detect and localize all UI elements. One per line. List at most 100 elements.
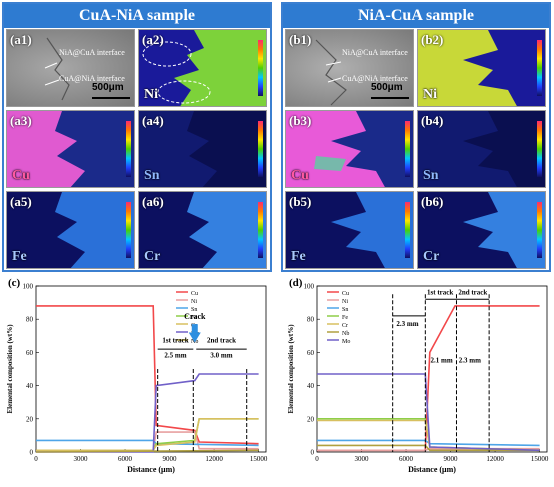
track2-length: 3.0 mm — [210, 351, 232, 359]
y-tick-label: 60 — [26, 349, 34, 357]
tile-a2-ni-map: (a2) Ni — [138, 29, 267, 107]
annot-nia-cua: NiA@CuA interface — [59, 48, 125, 57]
x-tick-label: 6000 — [118, 455, 133, 463]
legend-item: Sn — [191, 307, 197, 313]
colorbar-cr — [258, 202, 263, 258]
track1-length: 2.1 mm — [431, 356, 453, 364]
track2-label: 2nd track — [207, 336, 236, 344]
crack-arrow-icon — [188, 324, 201, 343]
tile-a2-element: Ni — [144, 87, 158, 102]
series-line-sn — [36, 439, 259, 447]
panel-label: (d) — [289, 277, 303, 289]
series-line-nb — [35, 449, 259, 453]
y-tick-label: 0 — [30, 449, 34, 457]
colorbar-ni — [537, 40, 542, 96]
tile-a4-sn-map: (a4) Sn — [138, 110, 267, 188]
series-line-cu — [36, 305, 259, 445]
annot-cua-nia: CuA@NiA interface — [59, 74, 125, 83]
tile-b5-fe-map: (b5) Fe — [285, 191, 414, 269]
x-tick-label: 0 — [34, 455, 38, 463]
tile-b6-cr-map: (b6) Cr — [417, 191, 546, 269]
sem-interface-lines — [44, 37, 130, 101]
x-tick-label: 12000 — [205, 455, 223, 463]
scale-bar-label: 500μm — [371, 82, 403, 93]
tile-a2-label: (a2) — [142, 32, 164, 47]
x-axis-label: Distance (μm) — [408, 465, 456, 474]
chart-d: (d) 0 3000 6000 9000 12000 15000 0 20 40 60 80 100 Di… — [287, 277, 549, 474]
x-tick-label: 9000 — [163, 455, 178, 463]
y-tick-label: 0 — [311, 449, 315, 457]
crack-label: Crack — [184, 312, 206, 321]
cua-nia-title: CuA-NiA sample — [4, 4, 270, 28]
tile-a6-element: Cr — [144, 249, 161, 264]
tile-a6-label: (a6) — [142, 194, 164, 209]
series-line-sn — [317, 439, 540, 447]
tile-a5-element: Fe — [12, 249, 27, 264]
colorbar-ni — [258, 40, 263, 96]
y-tick-label: 40 — [26, 382, 34, 390]
nia-cua-title: NiA-CuA sample — [283, 4, 549, 28]
tile-a3-cu-map: (a3) Cu — [6, 110, 135, 188]
cua-nia-panel: CuA-NiA sample (a1) NiA@CuA interface Cu… — [2, 2, 272, 272]
cu-map-region — [7, 111, 85, 187]
tile-b2-label: (b2) — [421, 32, 444, 47]
series-line-ni — [36, 431, 259, 452]
series-line-cr — [36, 418, 259, 452]
tile-b6-element: Cr — [423, 249, 440, 264]
tile-a3-element: Cu — [12, 168, 30, 183]
plot-frame — [316, 285, 548, 453]
y-tick-label: 20 — [307, 415, 315, 423]
x-tick-label: 15000 — [531, 455, 549, 463]
track2-label: 2nd track — [458, 288, 487, 296]
tile-b5-label: (b5) — [289, 194, 312, 209]
y-tick-label: 100 — [304, 283, 315, 291]
annot-cua-nia: CuA@NiA interface — [342, 74, 408, 83]
track1-label: 1st track — [427, 288, 453, 296]
tile-a5-label: (a5) — [10, 194, 32, 209]
tile-a6-cr-map: (a6) Cr — [138, 191, 267, 269]
y-tick-label: 100 — [23, 283, 34, 291]
x-tick-label: 12000 — [486, 455, 504, 463]
tile-b2-element: Ni — [423, 87, 437, 102]
sn-map-region — [139, 111, 217, 187]
legend-item: Mo — [342, 339, 350, 345]
x-tick-label: 9000 — [444, 455, 459, 463]
tile-b2-ni-map: (b2) Ni — [417, 29, 546, 107]
tile-b1-sem: (b1) NiA@CuA interface CuA@NiA interface… — [285, 29, 414, 107]
tile-a5-fe-map: (a5) Fe — [6, 191, 135, 269]
tile-b1-label: (b1) — [289, 32, 312, 47]
tile-b4-sn-map: (b4) Sn — [417, 110, 546, 188]
y-tick-label: 80 — [26, 316, 34, 324]
annot-nia-cua: NiA@CuA interface — [342, 48, 408, 57]
track1-label: 1st track — [162, 336, 188, 344]
legend-item: Sn — [342, 307, 348, 313]
tile-a3-label: (a3) — [10, 113, 32, 128]
colorbar-cr — [537, 202, 542, 258]
legend-item: Cu — [191, 291, 198, 297]
x-tick-label: 0 — [315, 455, 319, 463]
fe-map-region — [331, 192, 413, 268]
scale-bar-label: 500μm — [92, 82, 124, 93]
tile-a1-sem: (a1) NiA@CuA interface CuA@NiA interface… — [6, 29, 135, 107]
tile-a4-element: Sn — [144, 168, 160, 183]
cu-map-region — [286, 111, 385, 187]
nia-cua-panel: NiA-CuA sample (b1) NiA@CuA interface Cu… — [281, 2, 551, 272]
y-tick-label: 60 — [307, 349, 315, 357]
panel-label: (c) — [8, 277, 21, 289]
y-tick-label: 40 — [307, 382, 315, 390]
sem-interface-lines — [315, 39, 409, 106]
tile-a1-label: (a1) — [10, 32, 32, 47]
gap-length: 2.3 mm — [396, 320, 418, 328]
legend-item: Cu — [342, 291, 349, 297]
y-axis-label: Elemental composition (wt%) — [287, 324, 295, 414]
track2-length: 2.3 mm — [459, 356, 481, 364]
x-axis-label: Distance (μm) — [127, 465, 175, 474]
fe-map-region — [7, 192, 85, 268]
track1-length: 2.5 mm — [164, 351, 186, 359]
y-tick-label: 20 — [26, 415, 34, 423]
colorbar-fe — [126, 202, 131, 258]
series-line-mo — [317, 373, 540, 452]
ni-map-region — [142, 30, 266, 106]
tile-b3-cu-map: (b3) Cu — [285, 110, 414, 188]
colorbar-fe — [405, 202, 410, 258]
